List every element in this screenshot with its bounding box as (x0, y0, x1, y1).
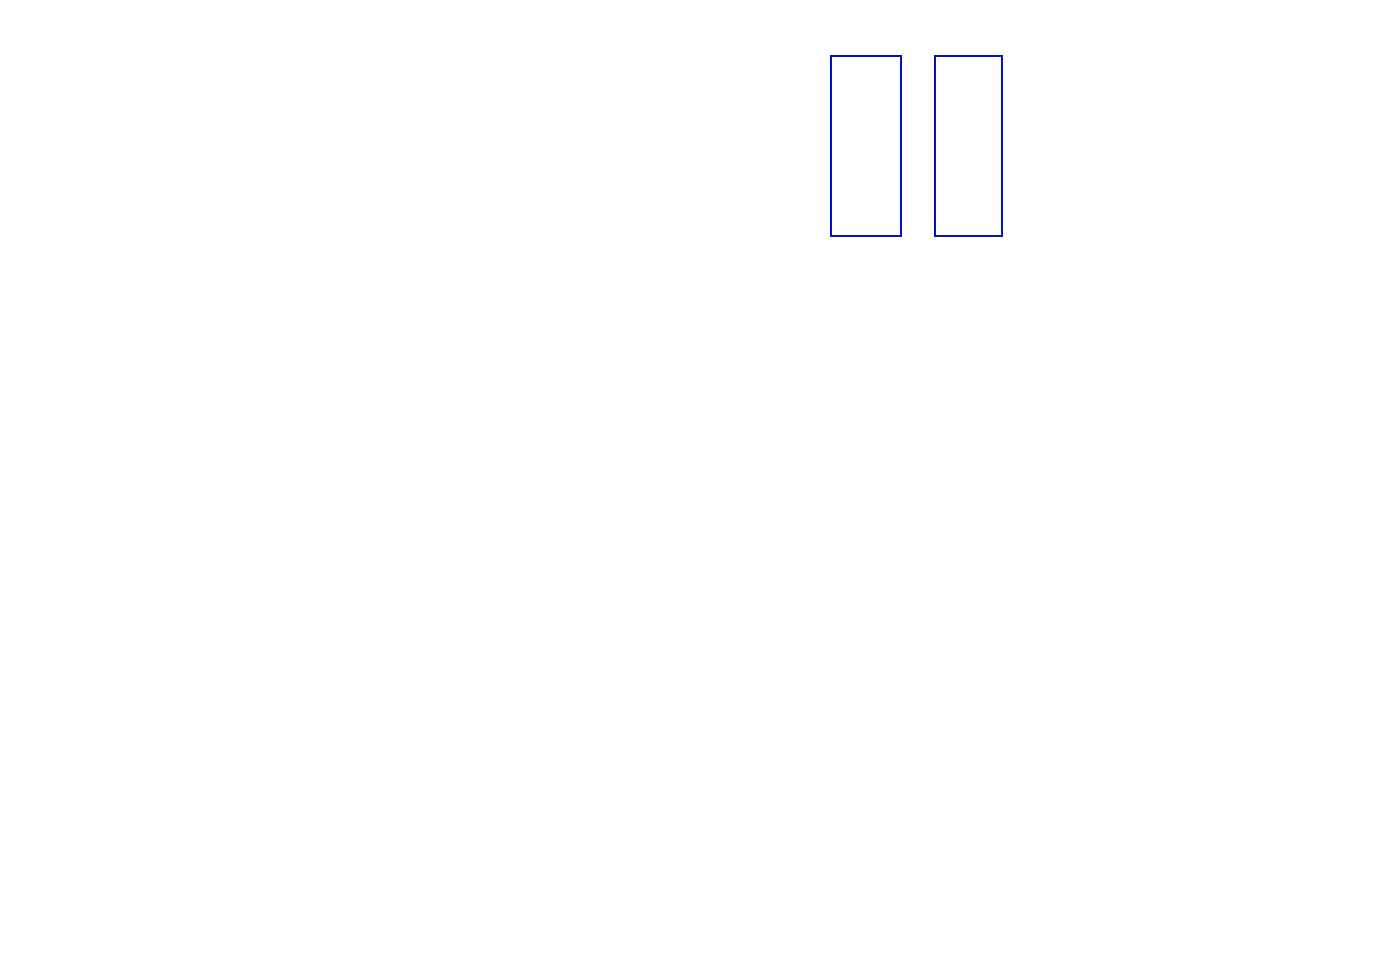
header-datetime-block (1056, 4, 1072, 19)
with-sky-image (830, 55, 902, 237)
line-fit-plot (1012, 46, 1310, 228)
full-spectrum-plot (58, 266, 1310, 456)
clean-image (934, 55, 1003, 237)
